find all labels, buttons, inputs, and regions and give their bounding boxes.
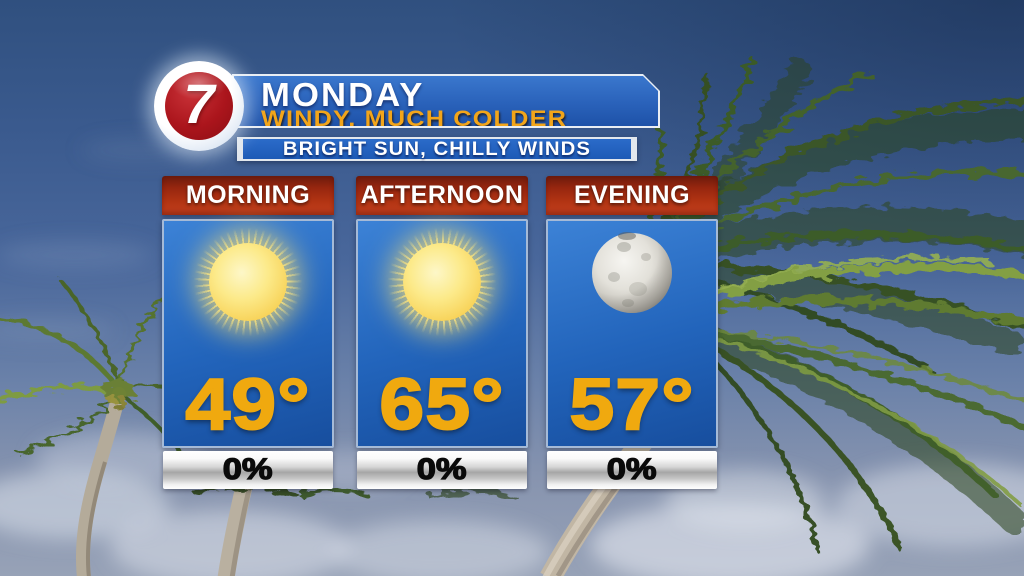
temperature-value-evening: 57° [568, 365, 695, 445]
precip-bar-afternoon: 0% [357, 451, 527, 489]
period-label-evening: EVENING [546, 176, 718, 215]
station-logo: 7 [154, 61, 244, 151]
precip-bar-morning: 0% [163, 451, 333, 489]
period-label-afternoon: AFTERNOON [356, 176, 528, 215]
day-subtitle: WINDY, MUCH COLDER [261, 106, 568, 131]
header-banner: MONDAY WINDY, MUCH COLDER [232, 74, 660, 128]
station-logo-red-circle: 7 [165, 72, 233, 140]
sunny-icon [372, 212, 512, 352]
condition-banner: BRIGHT SUN, CHILLY WINDS [237, 137, 637, 161]
precip-value-evening: 0% [606, 452, 657, 486]
forecast-card-afternoon: AFTERNOON 65° 0% [356, 176, 528, 489]
sun-core [209, 243, 287, 321]
sunny-icon [178, 212, 318, 352]
precip-value-morning: 0% [222, 452, 273, 486]
moon-icon [562, 212, 702, 352]
day-title: MONDAY [261, 76, 425, 113]
forecast-card-body: 49° [162, 212, 334, 448]
station-logo-number: 7 [183, 72, 215, 135]
precip-bar-evening: 0% [547, 451, 717, 489]
forecast-card-body: 65° [356, 212, 528, 448]
moon-graphic [592, 232, 672, 313]
forecast-card-evening: EVENING [546, 176, 718, 489]
header-banner-inner: MONDAY WINDY, MUCH COLDER [234, 76, 658, 126]
temperature-value-afternoon: 65° [378, 365, 505, 445]
condition-text: BRIGHT SUN, CHILLY WINDS [282, 138, 592, 160]
condition-banner-inner: BRIGHT SUN, CHILLY WINDS [243, 139, 631, 159]
temperature-value-morning: 49° [184, 365, 311, 445]
period-label-morning: MORNING [162, 176, 334, 215]
sun-core [403, 243, 481, 321]
forecast-card-body: 57° [546, 219, 718, 448]
forecast-card-morning: MORNING 49° 0% [162, 176, 334, 489]
precip-value-afternoon: 0% [416, 452, 467, 486]
